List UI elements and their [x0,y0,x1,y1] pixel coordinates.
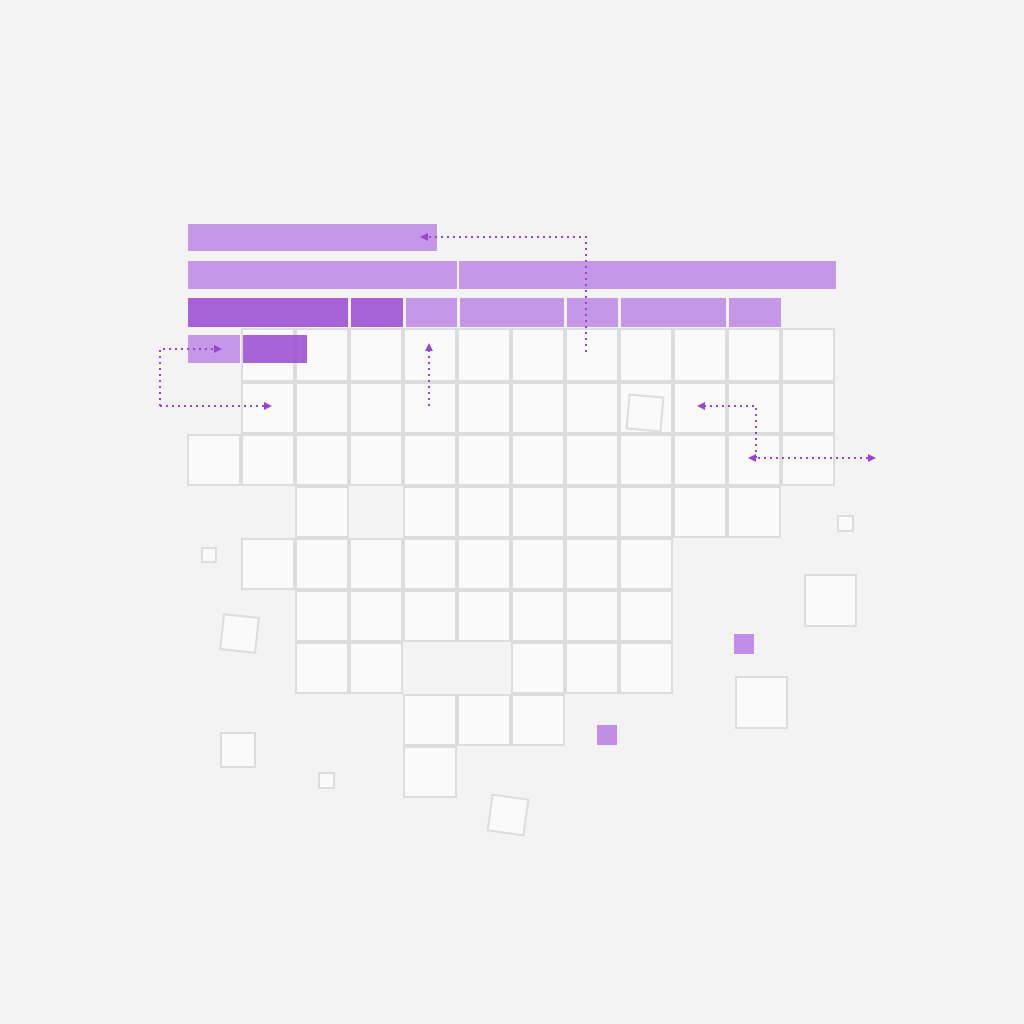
floating-square [625,393,665,433]
grid-cell [457,328,511,382]
grid-cell [511,486,565,538]
floating-square [318,772,335,789]
header-bar [567,298,618,327]
grid-cell [781,328,835,382]
grid-cell [511,434,565,486]
header-bar [243,335,307,363]
grid-cell [511,328,565,382]
grid-cell [619,328,673,382]
grid-cell [673,382,727,434]
floating-square [220,732,256,768]
grid-cell [781,382,835,434]
grid-cell [565,434,619,486]
grid-cell [403,486,457,538]
header-bar [729,298,781,327]
grid-cell [403,590,457,642]
grid-cell [349,382,403,434]
grid-cell [295,434,349,486]
header-bars [188,224,836,363]
grid-cell [295,382,349,434]
grid-cells [187,328,835,798]
grid-cell [349,538,403,590]
header-bar [188,335,240,363]
grid-cell [403,382,457,434]
grid-cell [511,694,565,746]
grid-cell [565,486,619,538]
floating-square [219,613,260,654]
grid-cell [295,486,349,538]
grid-cell [403,746,457,798]
grid-cell [457,694,511,746]
dotted-arrow [420,233,587,352]
grid-cell [673,328,727,382]
grid-cell [565,382,619,434]
floating-square [804,574,857,627]
grid-cell [727,486,781,538]
header-bar [459,261,836,289]
grid-cell [457,434,511,486]
grid-cell [565,538,619,590]
grid-cell [457,538,511,590]
grid-cell [511,382,565,434]
grid-cell [619,434,673,486]
floating-square [837,515,854,532]
arrows [159,233,876,462]
grid-cell [457,590,511,642]
grid-cell [457,382,511,434]
grid-cell [727,382,781,434]
grid-cell [619,538,673,590]
grid-cell [511,590,565,642]
grid-cell [511,538,565,590]
header-bar [621,298,726,327]
grid-cell [295,590,349,642]
header-bar [351,298,403,327]
grid-cell [511,642,565,694]
floating-square [735,676,788,729]
grid-cell [403,328,457,382]
grid-cell [349,328,403,382]
purple-square [597,725,617,745]
grid-cell [727,434,781,486]
header-bar [406,298,457,327]
header-bar [188,224,437,251]
header-bar [460,298,564,327]
dotted-arrow [159,345,222,406]
grid-cell [565,590,619,642]
grid-cell [673,434,727,486]
grid-cell [403,694,457,746]
grid-cell [349,642,403,694]
grid-cell [241,382,295,434]
grid-cell [565,642,619,694]
purple-square [734,634,754,654]
grid-cell [187,434,241,486]
grid-cell [619,590,673,642]
grid-cell [673,486,727,538]
grid-cell [349,590,403,642]
grid-cell [403,434,457,486]
grid-cell [619,642,673,694]
grid-cell [349,434,403,486]
grid-cell [295,642,349,694]
grid-cell [727,328,781,382]
grid-cell [403,538,457,590]
grid-cell [781,434,835,486]
grid-cell [295,538,349,590]
grid-cell [457,486,511,538]
grid-cell [565,328,619,382]
grid-cell [619,486,673,538]
floating-square [201,547,217,563]
header-bar [188,261,457,289]
grid-cell [241,434,295,486]
scattered-squares [201,393,857,837]
grid-cell [241,538,295,590]
floating-square [486,793,530,837]
header-bar [188,298,348,327]
